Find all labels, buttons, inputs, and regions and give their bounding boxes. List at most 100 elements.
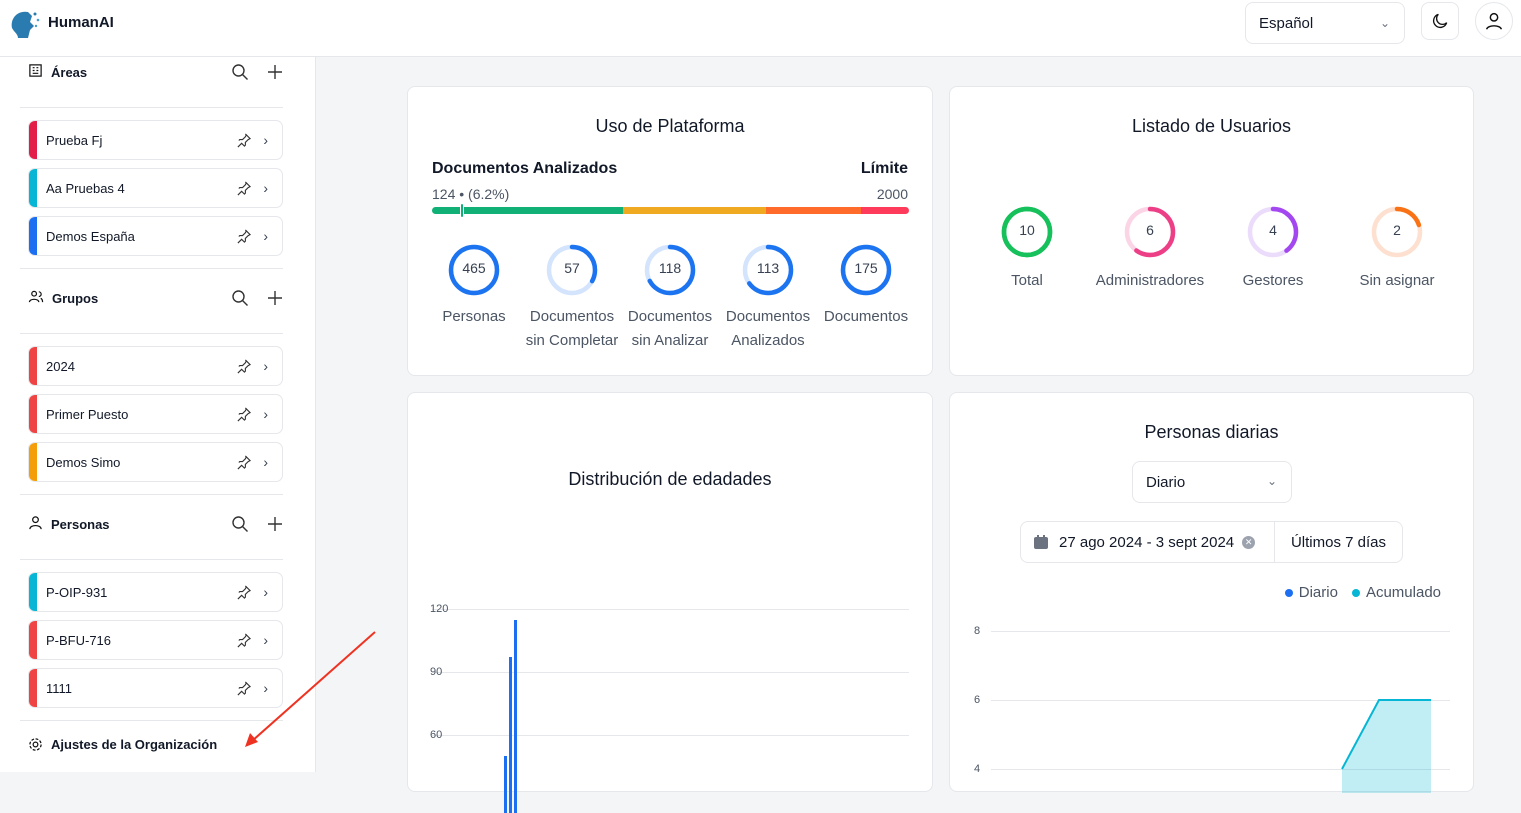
gear-icon bbox=[28, 737, 43, 752]
ring-value: 6 bbox=[1080, 222, 1220, 238]
docs-analyzed-label: Documentos Analizados bbox=[432, 160, 617, 178]
pin-icon[interactable] bbox=[236, 133, 251, 148]
platform-usage-card: Uso de Plataforma Documentos Analizados … bbox=[407, 86, 933, 376]
ring-value: 4 bbox=[1203, 222, 1343, 238]
dark-mode-toggle[interactable] bbox=[1421, 2, 1459, 40]
bar bbox=[504, 756, 507, 813]
y-tick-label: 120 bbox=[430, 603, 448, 615]
y-tick-label: 90 bbox=[430, 666, 442, 678]
card-title: Listado de Usuarios bbox=[950, 116, 1473, 137]
divider bbox=[20, 494, 283, 495]
ring-value: 113 bbox=[718, 260, 818, 276]
limit-label: Límite bbox=[861, 160, 908, 178]
plus-icon[interactable] bbox=[267, 516, 283, 532]
sidebar-list-item[interactable]: Demos España › bbox=[28, 216, 283, 256]
section-header-user: Personas bbox=[28, 509, 283, 539]
plus-icon[interactable] bbox=[267, 64, 283, 80]
bar bbox=[509, 657, 512, 813]
ring-label: Gestores bbox=[1203, 269, 1343, 293]
user-icon bbox=[1483, 10, 1505, 32]
chevron-right-icon[interactable]: › bbox=[263, 454, 268, 470]
pin-icon[interactable] bbox=[236, 229, 251, 244]
item-label: Primer Puesto bbox=[46, 407, 128, 422]
item-label: Demos España bbox=[46, 229, 135, 244]
user-avatar-button[interactable] bbox=[1475, 2, 1513, 40]
chevron-right-icon[interactable]: › bbox=[263, 358, 268, 374]
section-title: Áreas bbox=[51, 65, 87, 80]
pin-icon[interactable] bbox=[236, 585, 251, 600]
gridline bbox=[432, 735, 909, 736]
pin-icon[interactable] bbox=[236, 359, 251, 374]
search-icon[interactable] bbox=[231, 515, 249, 533]
sidebar-list-item[interactable]: P-OIP-931 › bbox=[28, 572, 283, 612]
sidebar-list-item[interactable]: 2024› bbox=[28, 346, 283, 386]
ring-value: 2 bbox=[1327, 222, 1467, 238]
chevron-right-icon[interactable]: › bbox=[263, 632, 268, 648]
chevron-right-icon[interactable]: › bbox=[263, 228, 268, 244]
area-chart-svg bbox=[950, 393, 1475, 793]
humanai-logo bbox=[8, 8, 42, 40]
sidebar-list-item[interactable]: 1111› bbox=[28, 668, 283, 708]
chevron-right-icon[interactable]: › bbox=[263, 680, 268, 696]
organization-settings-link[interactable]: Ajustes de la Organización bbox=[28, 737, 217, 752]
building-icon bbox=[28, 63, 43, 81]
color-indicator bbox=[29, 347, 37, 385]
pin-icon[interactable] bbox=[236, 681, 251, 696]
search-icon[interactable] bbox=[231, 63, 249, 81]
brand-name: HumanAI bbox=[48, 14, 114, 31]
sidebar-list-item[interactable]: Prueba Fj › bbox=[28, 120, 283, 160]
color-indicator bbox=[29, 395, 37, 433]
ring-value: 465 bbox=[424, 260, 524, 276]
search-icon[interactable] bbox=[231, 289, 249, 307]
item-label: P-BFU-716 bbox=[46, 633, 111, 648]
y-tick-label: 60 bbox=[430, 729, 442, 741]
pin-icon[interactable] bbox=[236, 181, 251, 196]
divider bbox=[20, 720, 283, 721]
gridline bbox=[432, 672, 909, 673]
plus-icon[interactable] bbox=[267, 290, 283, 306]
item-label: Prueba Fj bbox=[46, 133, 102, 148]
ring-label: Documentos sin Analizar bbox=[622, 305, 718, 353]
pin-icon[interactable] bbox=[236, 633, 251, 648]
section-header-users: Grupos bbox=[28, 283, 283, 313]
chevron-right-icon[interactable]: › bbox=[263, 180, 268, 196]
chevron-right-icon[interactable]: › bbox=[263, 584, 268, 600]
stat-ring: 4 Gestores bbox=[1203, 205, 1343, 293]
chevron-down-icon: ⌄ bbox=[1380, 16, 1390, 30]
pin-icon[interactable] bbox=[236, 455, 251, 470]
sidebar-list-item[interactable]: Demos Simo › bbox=[28, 442, 283, 482]
users-icon bbox=[28, 289, 44, 307]
divider bbox=[20, 559, 283, 560]
docs-used-value: 124 • (6.2%) bbox=[432, 186, 509, 202]
sidebar-list-item[interactable]: Aa Pruebas 4 › bbox=[28, 168, 283, 208]
divider bbox=[20, 268, 283, 269]
item-label: P-OIP-931 bbox=[46, 585, 107, 600]
language-select[interactable]: Español ⌄ bbox=[1245, 2, 1405, 44]
stat-ring: 465 Personas bbox=[424, 243, 524, 329]
item-label: Demos Simo bbox=[46, 455, 120, 470]
section-title: Personas bbox=[51, 517, 110, 532]
color-indicator bbox=[29, 169, 37, 207]
ring-label: Documentos Analizados bbox=[720, 305, 816, 353]
ring-label: Documentos bbox=[818, 305, 914, 329]
pin-icon[interactable] bbox=[236, 407, 251, 422]
chevron-right-icon[interactable]: › bbox=[263, 406, 268, 422]
item-label: Aa Pruebas 4 bbox=[46, 181, 125, 196]
chevron-right-icon[interactable]: › bbox=[263, 132, 268, 148]
moon-icon bbox=[1430, 11, 1450, 31]
usage-progress-marker bbox=[460, 203, 464, 218]
gridline bbox=[432, 609, 909, 610]
ring-label: Personas bbox=[426, 305, 522, 329]
language-value: Español bbox=[1259, 15, 1313, 32]
sidebar-list-item[interactable]: Primer Puesto › bbox=[28, 394, 283, 434]
sidebar-list-item[interactable]: P-BFU-716 › bbox=[28, 620, 283, 660]
card-title: Uso de Plataforma bbox=[408, 116, 932, 137]
divider bbox=[20, 107, 283, 108]
color-indicator bbox=[29, 621, 37, 659]
daily-people-card: Personas diarias Diario⌄ 27 ago 2024 - 3… bbox=[949, 392, 1474, 792]
